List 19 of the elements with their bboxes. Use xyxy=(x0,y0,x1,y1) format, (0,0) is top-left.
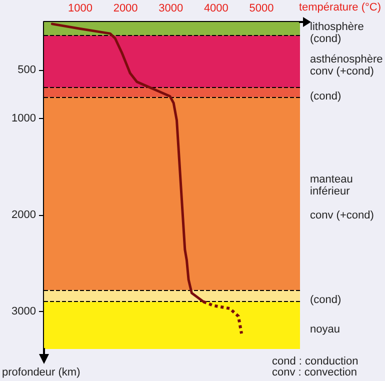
band-label: lithosphère (cond) xyxy=(310,20,364,45)
y-tick-label: 2000 xyxy=(12,208,36,221)
x-axis-title: température (°C) xyxy=(298,2,382,14)
x-tick-label: 1000 xyxy=(68,2,92,14)
text: cond : conduction xyxy=(272,356,358,368)
x-tick-label: 5000 xyxy=(249,2,274,14)
y-axis-title: profondeur (km) xyxy=(2,366,80,378)
band-label: noyau xyxy=(310,323,340,336)
y-tick-label: 500 xyxy=(18,64,36,76)
x-tick-label: 4000 xyxy=(204,2,228,14)
y-tick-label: 3000 xyxy=(12,305,36,318)
x-tick-label: 3000 xyxy=(158,2,184,14)
band-label: asthénosphère conv (+cond) xyxy=(310,54,383,78)
y-tick-label: 1000 xyxy=(12,112,36,124)
band-label: (cond) xyxy=(310,294,342,306)
band-label: manteau inférieur conv (+cond) xyxy=(310,174,374,222)
x-tick-label: 2000 xyxy=(113,2,138,14)
text: conv : convection xyxy=(272,366,357,378)
band-label: (cond) xyxy=(310,90,342,102)
